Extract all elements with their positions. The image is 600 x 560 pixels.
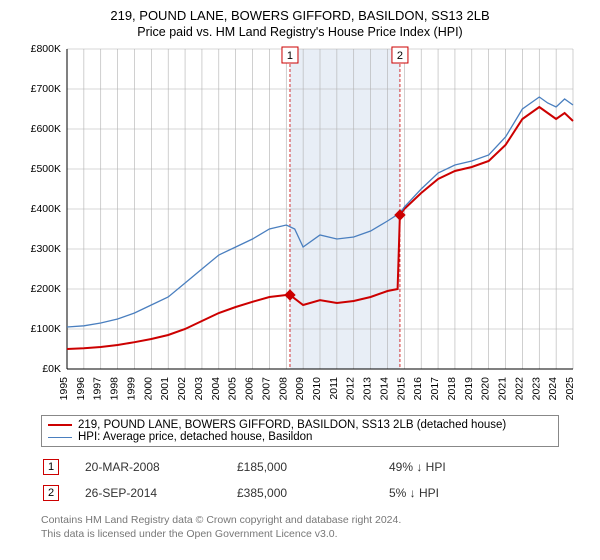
svg-text:2014: 2014 (378, 377, 390, 401)
event-price-2: £385,000 (237, 481, 387, 505)
svg-text:£800K: £800K (31, 45, 61, 55)
svg-text:2007: 2007 (260, 377, 272, 401)
svg-text:2016: 2016 (412, 377, 424, 401)
svg-text:2010: 2010 (311, 377, 323, 401)
svg-text:1999: 1999 (125, 377, 137, 401)
svg-text:2025: 2025 (564, 377, 576, 401)
svg-text:2013: 2013 (362, 377, 374, 401)
svg-text:2011: 2011 (328, 377, 340, 400)
svg-text:2019: 2019 (463, 377, 475, 401)
chart-title: 219, POUND LANE, BOWERS GIFFORD, BASILDO… (10, 8, 590, 23)
event-marker-1: 1 (43, 459, 59, 475)
svg-text:2008: 2008 (277, 377, 289, 401)
svg-text:2000: 2000 (142, 377, 154, 401)
svg-text:£0K: £0K (42, 363, 61, 375)
event-row-1: 1 20-MAR-2008 £185,000 49% ↓ HPI (43, 455, 557, 479)
svg-text:2023: 2023 (530, 377, 542, 401)
event-date-2: 26-SEP-2014 (85, 481, 235, 505)
svg-text:1998: 1998 (109, 377, 121, 401)
svg-text:1: 1 (287, 50, 293, 62)
event-delta-1: 49% ↓ HPI (389, 455, 557, 479)
svg-text:2022: 2022 (513, 377, 525, 401)
legend-label-series2: HPI: Average price, detached house, Basi… (78, 431, 312, 443)
svg-text:2017: 2017 (429, 377, 441, 401)
svg-text:2004: 2004 (210, 377, 222, 401)
footnote-line1: Contains HM Land Registry data © Crown c… (41, 514, 401, 526)
svg-text:£300K: £300K (31, 243, 61, 255)
event-price-1: £185,000 (237, 455, 387, 479)
svg-text:1995: 1995 (58, 377, 70, 401)
chart-subtitle: Price paid vs. HM Land Registry's House … (10, 25, 590, 39)
event-delta-2: 5% ↓ HPI (389, 481, 557, 505)
svg-text:2012: 2012 (345, 377, 357, 401)
price-chart: £0K £100K £200K £300K £400K £500K £600K £700K £8… (21, 45, 579, 407)
event-marker-2: 2 (43, 485, 59, 501)
svg-text:£200K: £200K (31, 283, 61, 295)
legend: 219, POUND LANE, BOWERS GIFFORD, BASILDO… (41, 415, 559, 447)
svg-text:£100K: £100K (31, 323, 61, 335)
svg-text:2005: 2005 (227, 377, 239, 401)
footnote: Contains HM Land Registry data © Crown c… (41, 513, 559, 541)
legend-swatch-series1 (48, 424, 72, 426)
svg-text:2001: 2001 (159, 377, 171, 401)
svg-text:2021: 2021 (497, 377, 509, 401)
svg-text:2003: 2003 (193, 377, 205, 401)
svg-text:2020: 2020 (480, 377, 492, 401)
svg-text:£500K: £500K (31, 163, 61, 175)
svg-text:2018: 2018 (446, 377, 458, 401)
svg-text:£400K: £400K (31, 203, 61, 215)
legend-swatch-series2 (48, 437, 72, 438)
svg-text:2009: 2009 (294, 377, 306, 401)
svg-text:2002: 2002 (176, 377, 188, 401)
svg-text:£600K: £600K (31, 123, 61, 135)
footnote-line2: This data is licensed under the Open Gov… (41, 528, 338, 540)
event-row-2: 2 26-SEP-2014 £385,000 5% ↓ HPI (43, 481, 557, 505)
svg-text:2015: 2015 (395, 377, 407, 401)
svg-text:2024: 2024 (547, 377, 559, 401)
svg-text:2: 2 (397, 50, 403, 62)
svg-text:1997: 1997 (92, 377, 104, 401)
svg-text:£700K: £700K (31, 83, 61, 95)
svg-text:2006: 2006 (244, 377, 256, 401)
events-table: 1 20-MAR-2008 £185,000 49% ↓ HPI 2 26-SE… (41, 453, 559, 507)
svg-text:1996: 1996 (75, 377, 87, 401)
event-date-1: 20-MAR-2008 (85, 455, 235, 479)
legend-label-series1: 219, POUND LANE, BOWERS GIFFORD, BASILDO… (78, 419, 506, 431)
